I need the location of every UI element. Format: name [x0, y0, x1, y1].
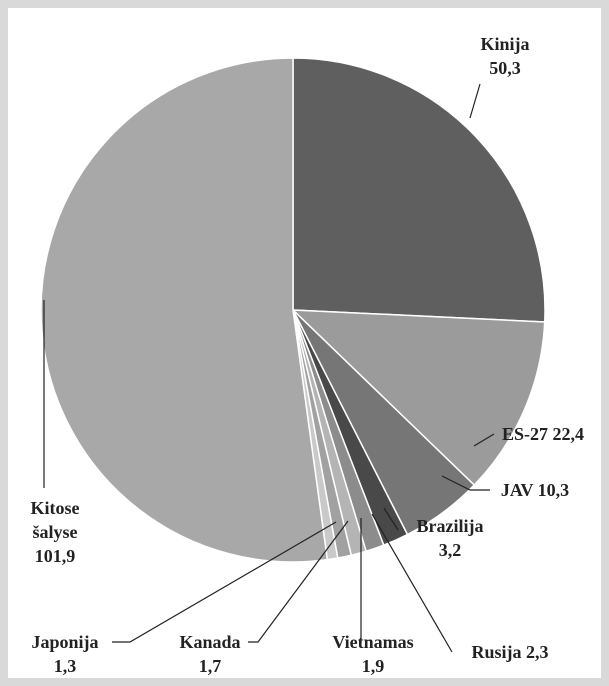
slice-value: 3,2 — [438, 540, 462, 560]
leader-line — [469, 83, 481, 119]
leader-line — [371, 513, 453, 653]
leader-line — [248, 520, 349, 643]
slice-value: 2,3 — [526, 642, 549, 662]
slice-label: Kitose šalyse 101,9 — [10, 496, 100, 568]
slice-label: Vietnamas 1,9 — [318, 630, 428, 678]
slice-value: 50,3 — [489, 58, 521, 78]
slice-label: ES-27 22,4 — [488, 422, 598, 446]
slice-value: 1,3 — [53, 656, 77, 676]
slice-name: Vietnamas — [332, 632, 414, 652]
leader-line — [473, 433, 495, 447]
slice-label: Japonija 1,3 — [20, 630, 110, 678]
slice-label: JAV 10,3 — [485, 478, 585, 502]
slice-label: Kinija 50,3 — [465, 32, 545, 80]
slice-value: 1,9 — [361, 656, 385, 676]
slice-name: Kitose šalyse — [30, 498, 80, 542]
slice-label: Rusija 2,3 — [455, 640, 565, 664]
slice-name: Rusija — [471, 642, 522, 662]
slice-label: Brazilija 3,2 — [405, 514, 495, 562]
slice-value: 10,3 — [537, 480, 570, 500]
slice-name: Japonija — [31, 632, 99, 652]
slice-label: Kanada 1,7 — [170, 630, 250, 678]
slice-name: ES-27 — [501, 424, 548, 444]
slice-value: 101,9 — [34, 546, 76, 566]
slice-value: 1,7 — [198, 656, 222, 676]
slice-name: Kinija — [480, 34, 530, 54]
leader-line — [383, 507, 399, 531]
slice-value: 22,4 — [552, 424, 585, 444]
pie-slice — [292, 57, 546, 323]
pie-slice — [40, 57, 329, 563]
slice-name: Brazilija — [416, 516, 484, 536]
leader-line — [441, 475, 490, 491]
slice-name: JAV — [500, 480, 534, 500]
slice-name: Kanada — [179, 632, 241, 652]
leader-line — [112, 521, 337, 643]
